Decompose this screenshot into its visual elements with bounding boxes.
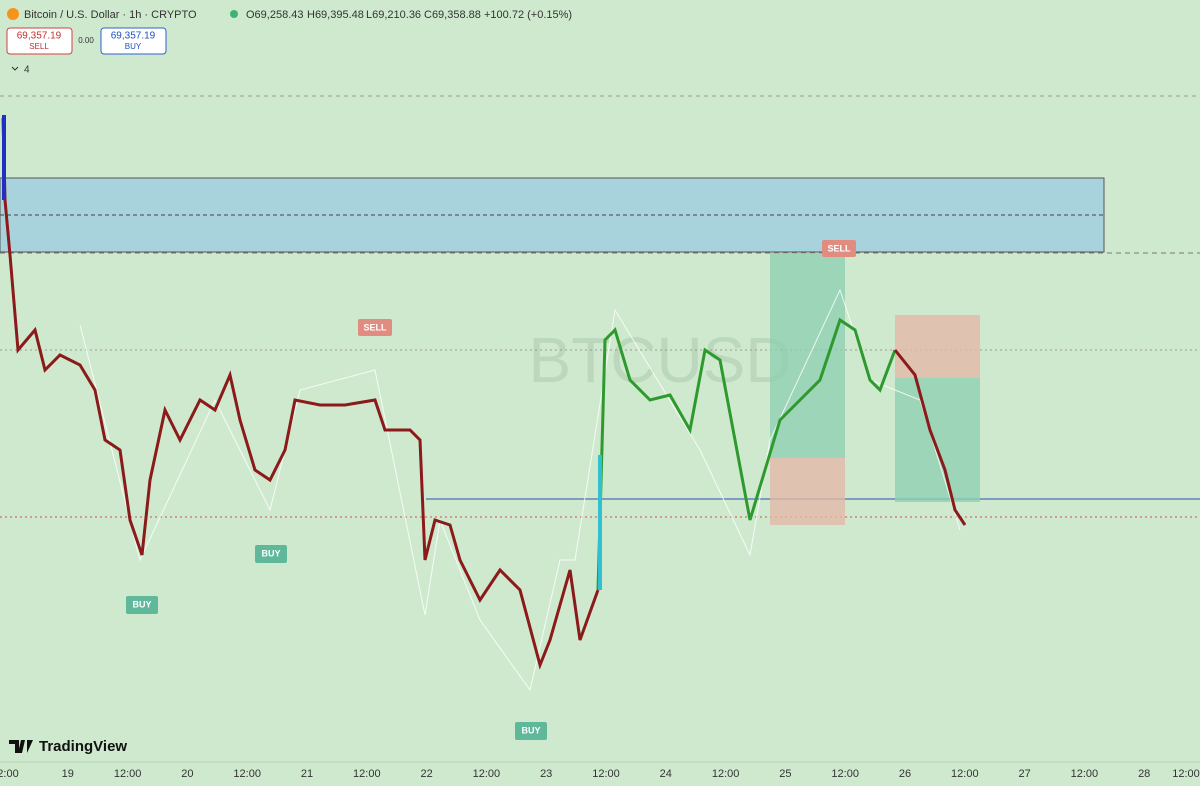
signal: SELL	[358, 319, 392, 336]
time-label: 12:00	[951, 768, 979, 780]
buy-price: 69,357.19	[111, 31, 156, 42]
time-label: 12:00	[712, 768, 740, 780]
signal-label: BUY	[521, 725, 540, 735]
time-label: 20	[181, 768, 193, 780]
time-label: 25	[779, 768, 791, 780]
time-label: 28	[1138, 768, 1150, 780]
ohlc-close: C69,358.88	[424, 9, 481, 21]
time-label: 12:00	[1172, 768, 1200, 780]
time-label: 24	[660, 768, 672, 780]
time-label: 27	[1018, 768, 1030, 780]
time-label: 19	[62, 768, 74, 780]
ohlc-high: H69,395.48	[307, 9, 364, 21]
time-label: 12:00	[233, 768, 261, 780]
signal: BUY	[515, 722, 547, 740]
brand-name: TradingView	[39, 738, 127, 755]
price-path	[596, 317, 897, 591]
indicators-toggle[interactable]: 4	[11, 65, 30, 76]
time-label: 12:00	[473, 768, 501, 780]
symbol[interactable]: Bitcoin / U.S. Dollar · 1h · CRYPTO	[24, 9, 197, 21]
long-target	[770, 253, 845, 458]
sell-label: SELL	[29, 42, 49, 51]
buy-label: BUY	[125, 42, 142, 51]
signal: BUY	[255, 545, 287, 563]
time-axis: 2:00 19 12:00 20 12:00 21 12:00 22 12:00 23 12:00 2…	[0, 768, 1200, 780]
signal: SELL	[822, 240, 856, 257]
short-stop	[895, 315, 980, 378]
price-path	[1, 117, 600, 670]
time-label: 21	[301, 768, 313, 780]
time-label: 12:00	[353, 768, 381, 780]
signal-label: SELL	[363, 322, 387, 332]
status-dot	[230, 10, 238, 18]
signal-label: SELL	[827, 243, 851, 253]
spread: 0.00	[78, 36, 94, 45]
time-label: 12:00	[592, 768, 620, 780]
time-label: 23	[540, 768, 552, 780]
coin-icon	[7, 8, 19, 20]
indicators-count: 4	[24, 65, 30, 76]
time-label: 26	[899, 768, 911, 780]
sell-price: 69,357.19	[17, 31, 62, 42]
time-label: 12:00	[114, 768, 142, 780]
time-label: 12:00	[831, 768, 859, 780]
ohlc-low: L69,210.36	[366, 9, 421, 21]
signal-label: BUY	[132, 599, 151, 609]
watermark: BTCUSD	[528, 324, 791, 396]
signal-label: BUY	[261, 548, 280, 558]
ohlc-change: +100.72 (+0.15%)	[484, 9, 572, 21]
short-target	[895, 378, 980, 502]
time-label: 2:00	[0, 768, 19, 780]
logo[interactable]: TradingView	[9, 738, 127, 755]
ohlc-open: O69,258.43	[246, 9, 304, 21]
price-path	[893, 349, 967, 526]
sell-button[interactable]: 69,357.19 SELL	[6, 27, 73, 55]
time-label: 22	[420, 768, 432, 780]
buy-button[interactable]: 69,357.19 BUY	[100, 27, 167, 55]
zigzag	[79, 288, 961, 692]
signal: BUY	[126, 596, 158, 614]
long-stop	[770, 458, 845, 525]
time-label: 12:00	[1071, 768, 1099, 780]
